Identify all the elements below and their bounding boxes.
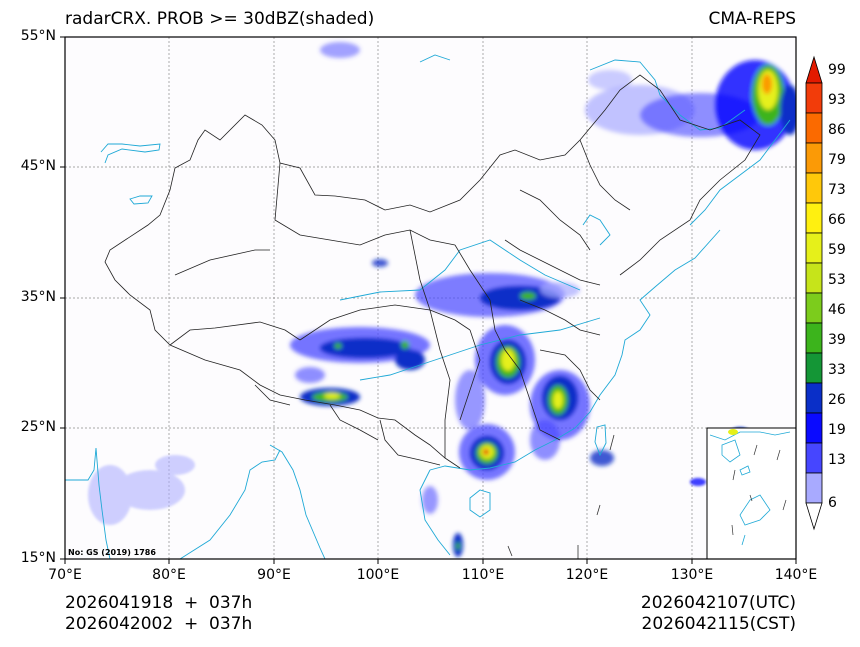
y-tick-25N: 25°N bbox=[20, 419, 56, 435]
x-tick-80E: 80°E bbox=[152, 567, 186, 583]
chart-title: radarCRX. PROB >= 30dBZ(shaded) bbox=[65, 9, 375, 29]
colorbar-label: 13 bbox=[828, 452, 846, 468]
colorbar-label: 33 bbox=[828, 362, 846, 378]
colorbar-label: 46 bbox=[828, 302, 846, 318]
colorbar-label: 79 bbox=[828, 152, 846, 168]
model-name: CMA-REPS bbox=[708, 9, 796, 29]
init-time-utc: 2026041918 + 037h bbox=[65, 593, 253, 613]
y-tick-35N: 35°N bbox=[20, 289, 56, 305]
south-china-sea-inset bbox=[706, 427, 796, 559]
tick-marks bbox=[60, 36, 797, 564]
x-tick-120E: 120°E bbox=[565, 567, 609, 583]
x-tick-140E: 140°E bbox=[774, 567, 818, 583]
colorbar-label: 86 bbox=[828, 122, 846, 138]
init-time-cst: 2026042002 + 037h bbox=[65, 614, 253, 634]
x-tick-100E: 100°E bbox=[356, 567, 400, 583]
colorbar-label: 26 bbox=[828, 392, 846, 408]
colorbar-label: 6 bbox=[828, 495, 837, 511]
colorbar-label: 39 bbox=[828, 332, 846, 348]
admin-borders bbox=[104, 74, 761, 469]
x-tick-90E: 90°E bbox=[257, 567, 291, 583]
init-time-block: 2026041918 + 037h 2026042002 + 037h bbox=[65, 593, 252, 635]
x-tick-110E: 110°E bbox=[461, 567, 505, 583]
colorbar-label: 59 bbox=[828, 242, 846, 258]
y-tick-55N: 55°N bbox=[20, 28, 56, 44]
valid-time-cst: 2026042115(CST) bbox=[641, 614, 796, 634]
valid-time-block: 2026042107(UTC) 2026042115(CST) bbox=[641, 593, 796, 635]
colorbar-label: 53 bbox=[828, 272, 846, 288]
map-approval-number: No: GS (2019) 1786 bbox=[68, 548, 156, 557]
y-tick-45N: 45°N bbox=[20, 158, 56, 174]
coastlines-rivers bbox=[65, 54, 791, 559]
colorbar-label: 99 bbox=[828, 62, 846, 78]
x-tick-70E: 70°E bbox=[48, 567, 82, 583]
precip-probability-shading bbox=[88, 42, 796, 557]
dash-line bbox=[507, 434, 615, 559]
y-tick-15N: 15°N bbox=[20, 550, 56, 566]
colorbar-label: 93 bbox=[828, 92, 846, 108]
colorbar-label: 19 bbox=[828, 422, 846, 438]
colorbar bbox=[805, 55, 823, 531]
x-tick-130E: 130°E bbox=[670, 567, 714, 583]
colorbar-label: 66 bbox=[828, 212, 846, 228]
colorbar-label: 73 bbox=[828, 182, 846, 198]
valid-time-utc: 2026042107(UTC) bbox=[640, 593, 796, 613]
